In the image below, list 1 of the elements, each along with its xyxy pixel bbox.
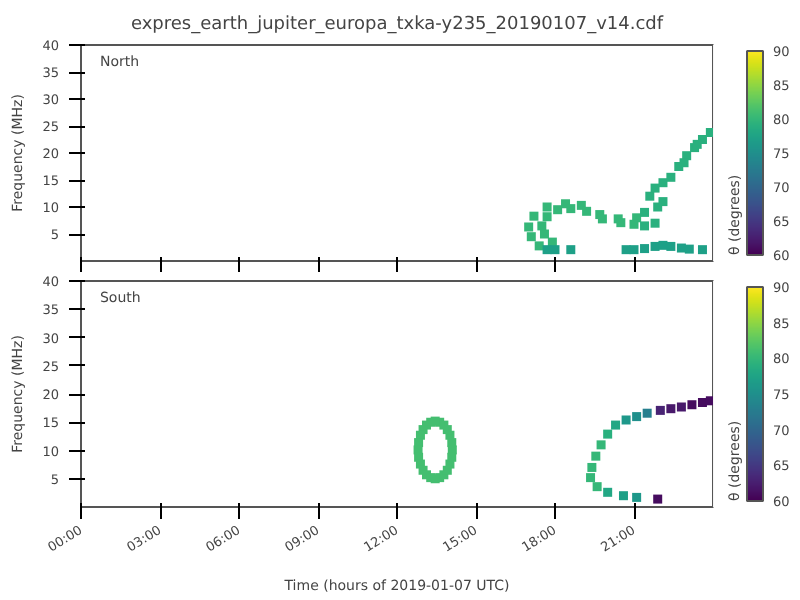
chart-title: expres_earth_jupiter_europa_txka-y235_20190107_v14.cdf <box>130 15 665 35</box>
